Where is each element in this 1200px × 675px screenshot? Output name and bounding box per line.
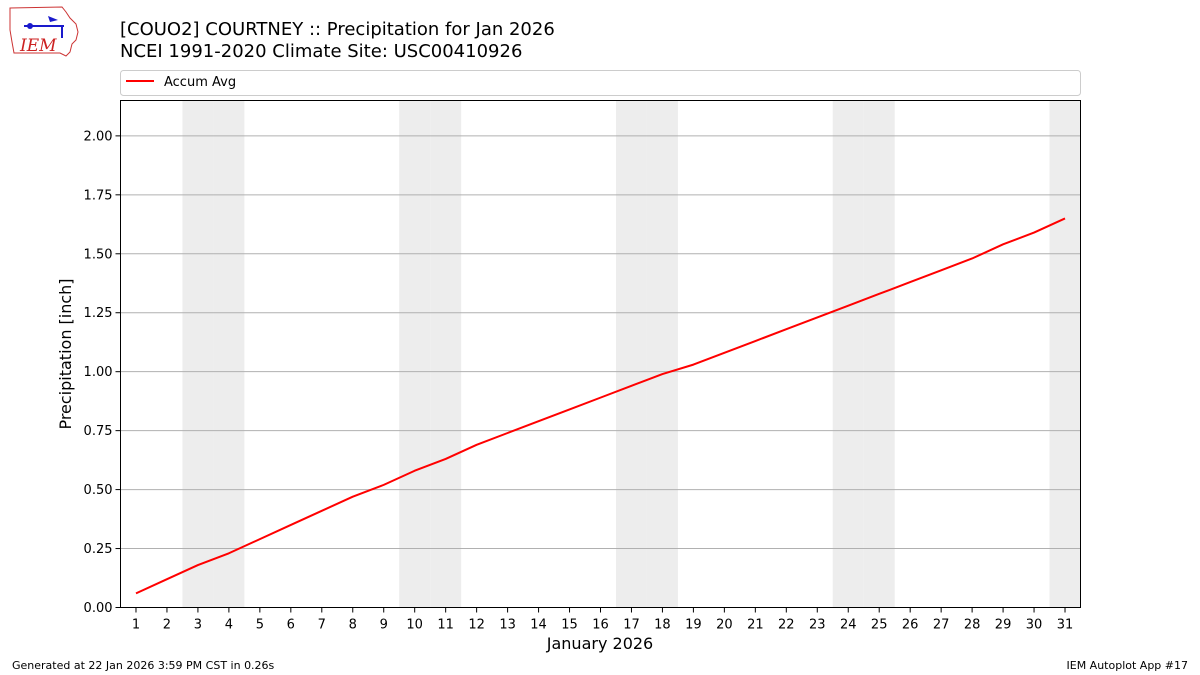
y-tick-label: 1.50: [84, 247, 113, 262]
y-axis-label: Precipitation [inch]: [56, 278, 75, 429]
data-point: [414, 470, 416, 472]
legend-label: Accum Avg: [164, 75, 236, 90]
autoplot-app-label: IEM Autoplot App #17: [1066, 659, 1189, 672]
data-point: [692, 364, 694, 366]
data-point: [909, 281, 911, 283]
x-tick-label: 18: [654, 618, 671, 633]
weekend-band: [213, 100, 245, 608]
data-point: [538, 420, 540, 422]
logo-text: IEM: [19, 36, 57, 56]
data-point: [754, 340, 756, 342]
data-point: [1033, 232, 1035, 234]
y-tick-label: 1.25: [84, 306, 113, 321]
data-point: [971, 257, 973, 259]
data-point: [940, 269, 942, 271]
data-point: [321, 510, 323, 512]
x-tick-label: 30: [1026, 618, 1043, 633]
x-tick-label: 29: [995, 618, 1012, 633]
x-tick-label: 15: [561, 618, 578, 633]
x-tick-label: 13: [499, 618, 516, 633]
data-point: [847, 305, 849, 307]
weekend-band: [615, 100, 647, 608]
x-tick-label: 2: [163, 618, 171, 633]
weekend-band: [399, 100, 431, 608]
weekend-band: [863, 100, 895, 608]
data-point: [630, 385, 632, 387]
x-tick-label: 27: [933, 618, 950, 633]
x-tick-label: 21: [747, 618, 764, 633]
weekend-band: [646, 100, 678, 608]
x-tick-label: 14: [530, 618, 547, 633]
x-tick-label: 8: [349, 618, 357, 633]
data-point: [166, 578, 168, 580]
data-point: [135, 592, 137, 594]
x-tick-label: 3: [194, 618, 202, 633]
x-tick-label: 28: [964, 618, 981, 633]
data-point: [1064, 217, 1066, 219]
y-axis-ticks: 0.00 0.25 0.50 0.75 1.00 1.25 1.50 1.75 2.00: [84, 129, 121, 616]
x-tick-label: 11: [437, 618, 454, 633]
weekend-bands: [182, 100, 1081, 608]
data-point: [600, 397, 602, 399]
x-tick-label: 12: [468, 618, 485, 633]
data-point: [197, 564, 199, 566]
weekend-band: [430, 100, 462, 608]
generated-timestamp: Generated at 22 Jan 2026 3:59 PM CST in …: [12, 659, 275, 672]
legend-box: [120, 70, 1081, 96]
x-tick-label: 10: [406, 618, 423, 633]
x-tick-label: 4: [225, 618, 233, 633]
x-tick-label: 26: [902, 618, 919, 633]
x-tick-label: 23: [809, 618, 826, 633]
x-tick-label: 16: [592, 618, 609, 633]
y-tick-label: 0.75: [84, 424, 113, 439]
x-axis-ticks: 1 2 3 4 5 6 7 8 9 10 11 12 13 14 15 16 17 18 19 20 21 22 23 24 2…: [132, 607, 1074, 633]
data-point: [816, 316, 818, 318]
data-point: [1002, 243, 1004, 245]
iem-logo: IEM: [9, 6, 79, 57]
y-tick-label: 1.00: [84, 365, 113, 380]
data-point: [785, 328, 787, 330]
y-tick-label: 0.25: [84, 542, 113, 557]
y-tick-label: 0.00: [84, 601, 113, 616]
y-tick-label: 1.75: [84, 188, 113, 203]
y-tick-label: 0.50: [84, 483, 113, 498]
legend: Accum Avg: [120, 70, 1081, 96]
x-tick-label: 7: [318, 618, 326, 633]
weekend-band: [832, 100, 864, 608]
x-tick-label: 5: [256, 618, 264, 633]
data-point: [445, 458, 447, 460]
chart-subtitle: NCEI 1991-2020 Climate Site: USC00410926: [120, 41, 522, 62]
data-point: [228, 552, 230, 554]
data-point: [290, 524, 292, 526]
x-tick-label: 22: [778, 618, 795, 633]
weekend-band: [1049, 100, 1081, 608]
data-point: [476, 444, 478, 446]
x-tick-label: 6: [287, 618, 295, 633]
x-tick-label: 31: [1057, 618, 1074, 633]
data-point: [878, 293, 880, 295]
data-point: [723, 352, 725, 354]
data-point: [507, 432, 509, 434]
x-tick-label: 1: [132, 618, 140, 633]
data-point: [661, 373, 663, 375]
series-layer: [135, 217, 1066, 595]
data-point: [259, 538, 261, 540]
data-point: [569, 408, 571, 410]
x-tick-label: 19: [685, 618, 702, 633]
x-axis-label: January 2026: [546, 634, 653, 653]
series-line-accum-avg: [135, 217, 1066, 595]
x-tick-label: 17: [623, 618, 640, 633]
data-point: [383, 484, 385, 486]
chart-title: [COUO2] COURTNEY :: Precipitation for Ja…: [120, 19, 555, 40]
plot-frame: [120, 100, 1081, 608]
x-tick-label: 24: [840, 618, 857, 633]
x-tick-label: 20: [716, 618, 733, 633]
x-tick-label: 9: [380, 618, 388, 633]
y-tick-label: 2.00: [84, 129, 113, 144]
weekend-band: [182, 100, 214, 608]
data-point: [352, 496, 354, 498]
x-tick-label: 25: [871, 618, 888, 633]
